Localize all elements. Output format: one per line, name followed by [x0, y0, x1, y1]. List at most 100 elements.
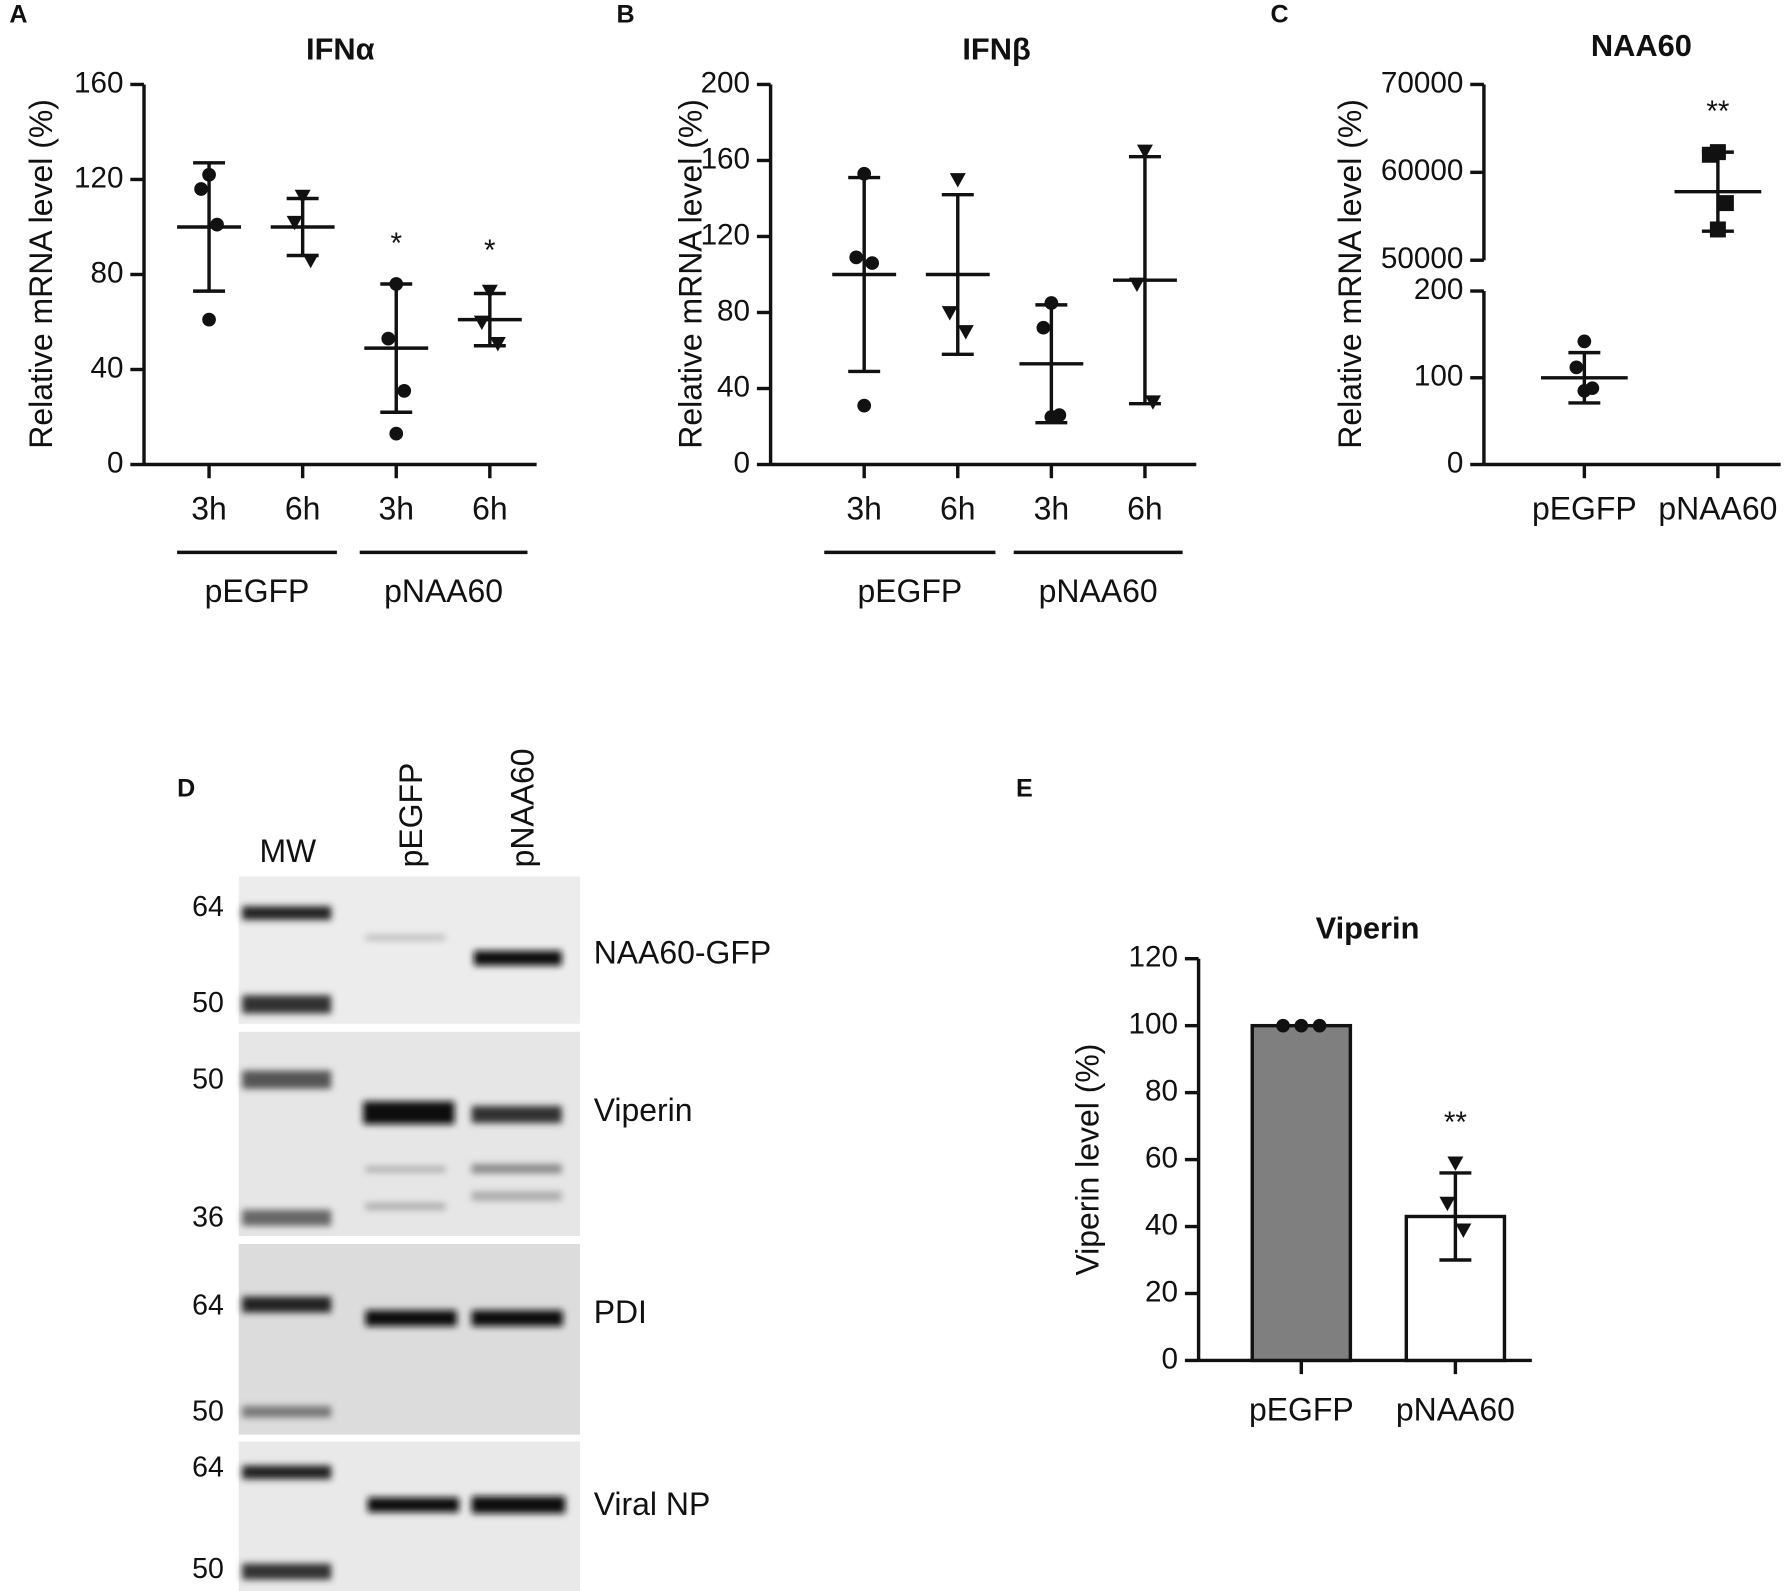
chart-title: Viperin — [1316, 910, 1420, 945]
group-label: pNAA60 — [1039, 573, 1158, 609]
x-tick-label: 3h — [846, 491, 882, 527]
y-tick-label: 120 — [1129, 941, 1178, 974]
chart-title: NAA60 — [1591, 28, 1692, 63]
y-tick-label: 40 — [90, 351, 123, 384]
lane-label: MW — [259, 833, 317, 869]
group-label: pEGFP — [205, 573, 310, 609]
data-point — [1312, 1018, 1327, 1033]
y-tick-label: 0 — [107, 446, 124, 479]
mw-marker: 50 — [192, 987, 224, 1019]
data-point — [957, 325, 974, 340]
bands — [242, 906, 566, 1580]
data-point — [1447, 1156, 1464, 1171]
x-tick-label: pEGFP — [1249, 1391, 1354, 1427]
y-tick-label: 80 — [717, 294, 750, 327]
mw-marker: 64 — [192, 1289, 224, 1321]
data-point — [202, 167, 216, 182]
group-label: pEGFP — [857, 573, 962, 609]
data-point — [1709, 221, 1726, 238]
data-point — [1439, 1196, 1456, 1212]
blot-panel: D MW pEGFP pNAA60 64 50 50 36 64 50 64 5… — [177, 748, 771, 1591]
panel-letter: B — [617, 1, 635, 29]
data-point — [286, 215, 303, 231]
data-point — [1144, 395, 1161, 410]
x-tick-label: 3h — [191, 491, 227, 527]
lane-label: pNAA60 — [505, 748, 541, 867]
blot-strip — [238, 1244, 580, 1435]
x-tick-label: 6h — [472, 491, 508, 527]
y-tick-label: 80 — [90, 256, 123, 289]
y-axis-label: Relative mRNA level (%) — [672, 99, 708, 449]
data-point — [294, 189, 311, 205]
x-tick-label: 6h — [1127, 491, 1163, 527]
panel-letter: E — [1016, 774, 1033, 802]
mw-marker: 50 — [192, 1395, 224, 1427]
blot-strip — [238, 1031, 580, 1237]
x-tick-label: pNAA60 — [1658, 491, 1777, 527]
data-point — [381, 331, 396, 346]
y-tick-label: 100 — [1129, 1008, 1178, 1041]
data-point — [389, 277, 404, 291]
strip-label: PDI — [594, 1294, 647, 1330]
y-tick-label: 120 — [74, 161, 123, 194]
significance: ** — [1444, 1106, 1468, 1139]
y-tick-label: 160 — [74, 66, 123, 99]
significance: * — [484, 234, 496, 267]
y-tick-label: 50000 — [1381, 242, 1463, 275]
data-point — [1294, 1018, 1309, 1033]
data-point — [302, 253, 319, 269]
data-point — [389, 426, 404, 441]
y-tick-label: 200 — [1414, 273, 1463, 306]
panel-letter: C — [1270, 1, 1288, 29]
y-axis-label: Relative mRNA level (%) — [23, 99, 59, 449]
data-point — [473, 315, 490, 330]
data-point — [210, 217, 224, 232]
data-point — [481, 284, 498, 300]
data-point — [194, 182, 208, 196]
mw-marker: 50 — [192, 1063, 224, 1095]
mw-marker: 50 — [192, 1553, 224, 1585]
data-point — [1717, 195, 1734, 212]
panel-letter: A — [9, 1, 27, 29]
data-point — [1036, 320, 1051, 335]
y-tick-label: 120 — [701, 218, 750, 251]
bar — [1250, 1023, 1353, 1363]
data-point — [949, 173, 966, 188]
data-point — [857, 398, 872, 413]
y-tick-label: 60 — [1145, 1141, 1178, 1174]
mw-marker: 64 — [192, 1451, 224, 1483]
data-point — [1577, 334, 1592, 349]
strip-label: Viral NP — [594, 1486, 711, 1522]
x-tick-label: 3h — [378, 491, 414, 527]
significance: * — [390, 227, 402, 260]
panel-letter: D — [177, 774, 195, 802]
y-tick-label: 200 — [701, 66, 750, 99]
y-tick-label: 0 — [1447, 446, 1464, 479]
data-point — [1455, 1223, 1472, 1238]
y-tick-label: 20 — [1145, 1275, 1178, 1308]
mw-marker: 36 — [192, 1201, 224, 1233]
data-point — [941, 306, 958, 321]
y-tick-label: 70000 — [1381, 66, 1463, 99]
data-point — [1701, 146, 1718, 163]
data-point — [849, 250, 864, 265]
mw-marker: 64 — [192, 891, 224, 923]
data-point — [1044, 410, 1059, 424]
data-point — [857, 166, 872, 181]
group-label: pNAA60 — [384, 573, 503, 609]
strip-label: NAA60-GFP — [594, 935, 771, 971]
data-point — [1044, 296, 1059, 310]
data-point — [1569, 360, 1584, 375]
x-tick-label: pEGFP — [1532, 491, 1637, 527]
lane-label: pEGFP — [393, 763, 429, 868]
chart-title: IFNβ — [962, 32, 1030, 67]
data-point — [202, 312, 216, 327]
y-axis-label: Viperin level (%) — [1070, 1044, 1106, 1276]
y-tick-label: 80 — [1145, 1074, 1178, 1107]
x-tick-label: 3h — [1034, 491, 1070, 527]
data-point — [489, 336, 506, 352]
y-tick-label: 0 — [1162, 1342, 1179, 1375]
data-point — [1276, 1018, 1290, 1033]
